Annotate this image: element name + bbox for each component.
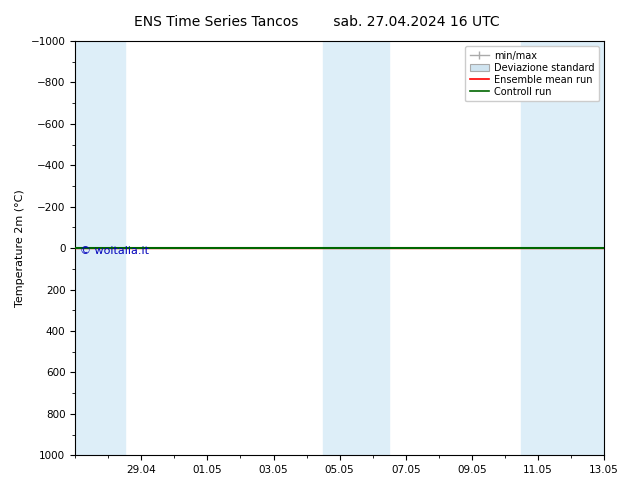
Bar bbox=[588, 41, 621, 455]
Text: ENS Time Series Tancos        sab. 27.04.2024 16 UTC: ENS Time Series Tancos sab. 27.04.2024 1… bbox=[134, 15, 500, 29]
Legend: min/max, Deviazione standard, Ensemble mean run, Controll run: min/max, Deviazione standard, Ensemble m… bbox=[465, 46, 599, 101]
Bar bbox=[58, 41, 125, 455]
Y-axis label: Temperature 2m (°C): Temperature 2m (°C) bbox=[15, 189, 25, 307]
Text: © woitalia.it: © woitalia.it bbox=[81, 246, 150, 256]
Bar bbox=[522, 41, 588, 455]
Bar bbox=[323, 41, 389, 455]
